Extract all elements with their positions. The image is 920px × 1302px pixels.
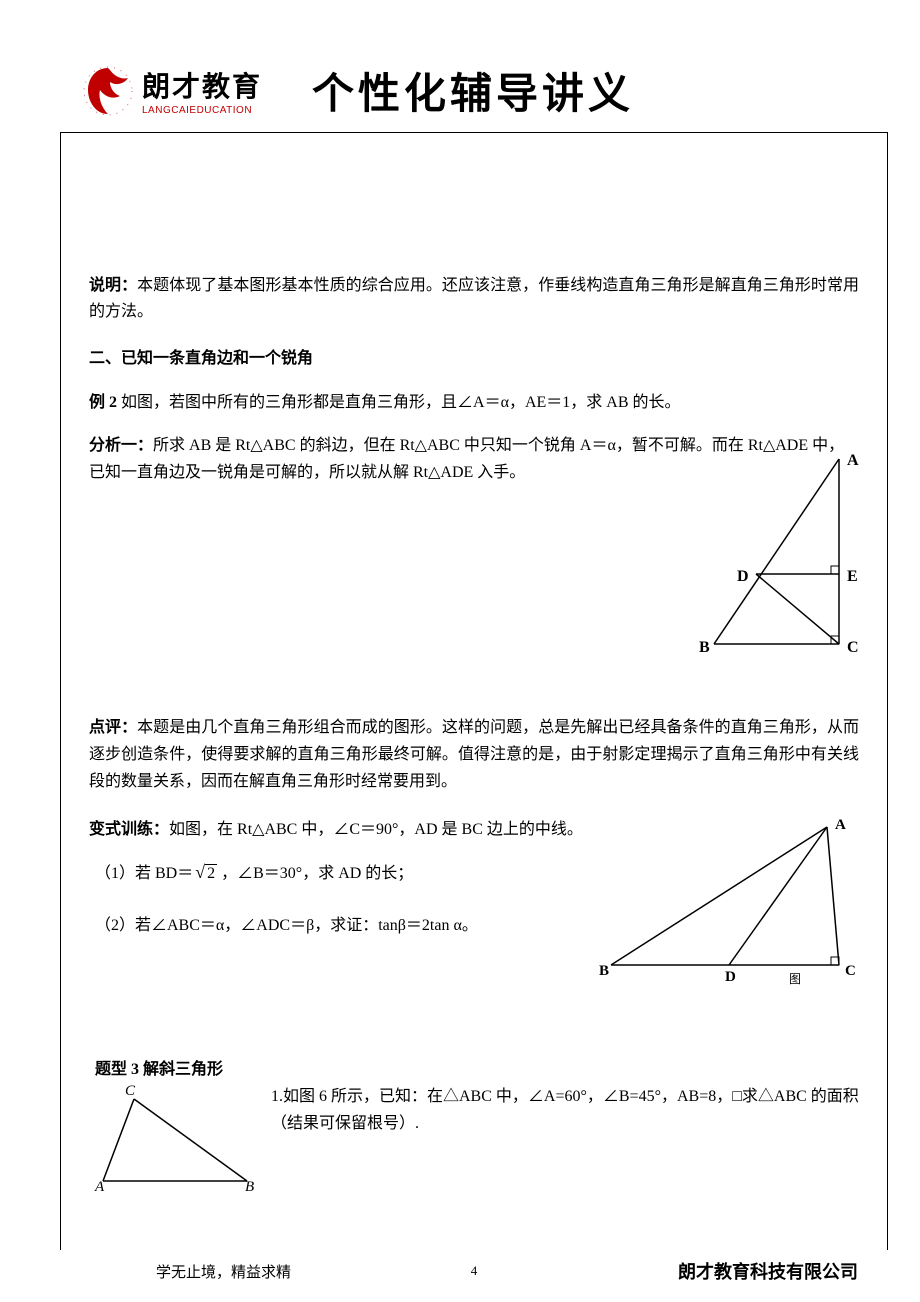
svg-text:B: B — [599, 963, 609, 979]
variant-text: 如图，在 Rt△ABC 中，∠C＝90°，AD 是 BC 边上的中线。 — [169, 821, 583, 838]
type3-heading: 题型 3 解斜三角形 — [95, 1055, 859, 1079]
logo-cn: 朗才教育 — [142, 65, 262, 105]
problem-1-text: 1.如图 6 所示，已知：在△ABC 中，∠A=60°，∠B=45°，AB=8，… — [271, 1083, 859, 1137]
sqrt-arg: 2 — [205, 864, 217, 882]
svg-text:C: C — [847, 639, 859, 656]
svg-text:A: A — [94, 1179, 105, 1195]
main-title: 个性化辅导讲义 — [312, 60, 634, 121]
svg-text:C: C — [845, 963, 856, 979]
svg-text:C: C — [125, 1083, 136, 1099]
sqrt-icon: 2 — [193, 862, 217, 883]
shuoming-para: 说明：本题体现了基本图形基本性质的综合应用。还应该注意，作垂线构造直角三角形是解… — [89, 273, 859, 324]
svg-text:B: B — [245, 1179, 254, 1195]
comment-block: 点评：本题是由几个直角三角形组合而成的图形。这样的问题，总是先解出已经具备条件的… — [89, 714, 859, 796]
shuoming-label: 说明： — [89, 277, 137, 294]
page-header: 朗才教育 LANGCAIEDUCATION 个性化辅导讲义 — [82, 48, 860, 133]
ex2-label: 例 2 — [89, 394, 121, 411]
svg-text:D: D — [725, 969, 736, 985]
footer-left: 学无止境，精益求精 — [156, 1261, 291, 1282]
svg-text:A: A — [835, 817, 846, 833]
q2-text: （2）若∠ABC＝α，∠ADC＝β，求证：tanβ＝2tan α。 — [95, 917, 478, 934]
content-frame: 说明：本题体现了基本图形基本性质的综合应用。还应该注意，作垂线构造直角三角形是解… — [60, 132, 888, 1250]
q1-text-before: （1）若 BD＝ — [95, 865, 193, 882]
logo-text: 朗才教育 LANGCAIEDUCATION — [142, 65, 262, 116]
bird-logo-icon — [82, 62, 134, 120]
comment-text: 本题是由几个直角三角形组合而成的图形。这样的问题，总是先解出已经具备条件的直角三… — [89, 719, 859, 790]
q1-text-after: ，∠B＝30°，求 AD 的长； — [217, 865, 413, 882]
figure-1: A B C D E — [699, 449, 859, 664]
figure-1-wrap: A B C D E — [699, 449, 859, 673]
example2-line: 例 2 如图，若图中所有的三角形都是直角三角形，且∠A＝α，AE＝1，求 AB … — [89, 388, 859, 412]
figure-2: A B C D 图 — [599, 815, 859, 990]
variant-section: ABCD图 变式训练：如图，在 Rt△ABC 中，∠C＝90°，AD 是 BC … — [89, 815, 859, 935]
shuoming-text: 本题体现了基本图形基本性质的综合应用。还应该注意，作垂线构造直角三角形是解直角三… — [89, 277, 859, 320]
svg-text:D: D — [737, 568, 749, 585]
svg-text:A: A — [847, 452, 859, 469]
analysis1-block: 分析一：所求 AB 是 Rt△ABC 的斜边，但在 Rt△ABC 中只知一个锐角… — [89, 432, 859, 486]
svg-text:B: B — [699, 639, 710, 656]
logo-en: LANGCAIEDUCATION — [142, 105, 262, 116]
figure-2-wrap: A B C D 图 — [599, 815, 859, 995]
svg-text:E: E — [847, 568, 858, 585]
page-footer: 学无止境，精益求精 4 朗才教育科技有限公司 — [60, 1258, 888, 1284]
footer-right: 朗才教育科技有限公司 — [678, 1258, 858, 1284]
problem-1-block: A B C 1.如图 6 所示，已知：在△ABC 中，∠A=60°，∠B=45°，A… — [89, 1083, 859, 1203]
analysis1-label: 分析一： — [89, 437, 153, 454]
comment-label: 点评： — [89, 719, 137, 736]
ex2-text: 如图，若图中所有的三角形都是直角三角形，且∠A＝α，AE＝1，求 AB 的长。 — [121, 394, 681, 411]
figure-3-wrap: A B C — [89, 1083, 259, 1203]
variant-label: 变式训练： — [89, 821, 169, 838]
svg-text:图: 图 — [789, 972, 801, 986]
figure-3: A B C — [89, 1083, 259, 1198]
logo-block: 朗才教育 LANGCAIEDUCATION — [82, 62, 262, 120]
footer-page-number: 4 — [471, 1263, 478, 1279]
section2-heading: 二、已知一条直角边和一个锐角 — [89, 344, 859, 368]
